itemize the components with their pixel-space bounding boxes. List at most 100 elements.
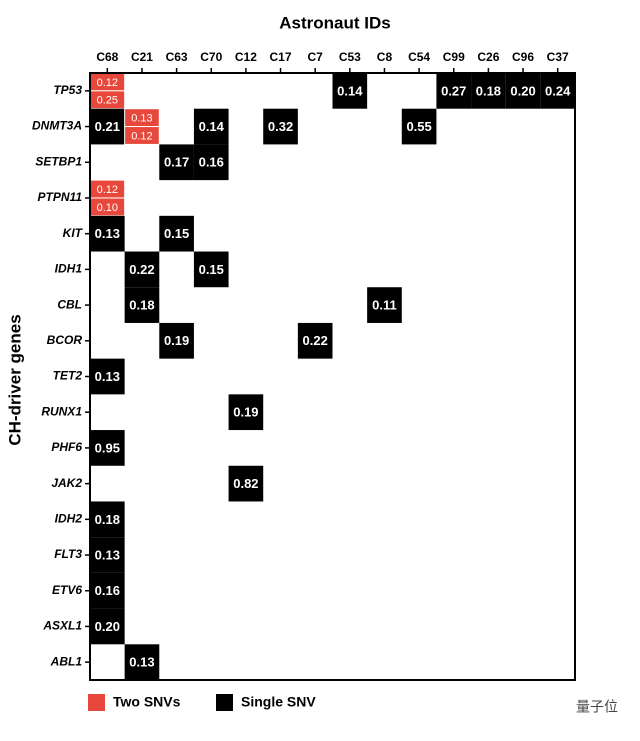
cell-single-snv: [90, 430, 125, 466]
watermark: 量子位: [576, 699, 618, 715]
x-tick-label: C7: [308, 50, 324, 64]
cell-label: 0.13: [131, 113, 152, 125]
cell-single-snv: [159, 215, 194, 252]
cell-single-snv: [124, 251, 160, 288]
x-tick-label: C63: [166, 50, 188, 64]
x-tick-label: C68: [96, 50, 118, 64]
cell-single-snv: [228, 465, 264, 502]
cell-label: 0.21: [95, 119, 120, 134]
cell-label: 0.22: [303, 333, 328, 348]
x-tick-label: C8: [377, 50, 393, 64]
cell-label: 0.20: [510, 83, 535, 98]
cell-label: 0.27: [441, 83, 466, 98]
chart-title: Astronaut IDs: [279, 13, 390, 32]
cell-two-snv: [124, 126, 160, 145]
y-tick-label: KIT: [63, 226, 84, 240]
cell-single-snv: [159, 144, 194, 181]
x-tick-label: C53: [339, 50, 361, 64]
cell-single-snv: [193, 144, 229, 181]
cell-label: 0.14: [199, 119, 225, 134]
cell-single-snv: [90, 108, 125, 145]
plot-border: [89, 72, 576, 681]
cell-single-snv: [401, 108, 437, 145]
cell-single-snv: [297, 322, 333, 359]
cell-label: 0.16: [95, 583, 120, 598]
cell-single-snv: [471, 73, 506, 109]
cell-label: 0.82: [233, 476, 258, 491]
cell-label: 0.18: [95, 512, 120, 527]
cell-single-snv: [90, 215, 125, 252]
cell-label: 0.20: [95, 619, 120, 634]
y-tick-label: TET2: [53, 369, 83, 383]
y-tick-label: TP53: [53, 83, 82, 97]
cell-single-snv: [367, 287, 402, 323]
cell-label: 0.12: [97, 184, 118, 196]
y-tick-label: PTPN11: [38, 190, 83, 204]
cell-label: 0.55: [406, 119, 431, 134]
legend-label: Single SNV: [241, 694, 316, 710]
cell-label: 0.11: [372, 298, 397, 313]
y-tick-label: CBL: [57, 297, 82, 311]
cell-label: 0.19: [164, 333, 189, 348]
cell-label: 0.13: [95, 547, 120, 562]
y-tick-label: ASXL1: [42, 619, 82, 633]
cell-label: 0.25: [97, 95, 118, 107]
y-tick-label: BCOR: [47, 333, 83, 347]
cell-label: 0.10: [97, 202, 118, 214]
cell-single-snv: [90, 537, 125, 573]
cell-label: 0.14: [337, 83, 363, 98]
cell-single-snv: [90, 608, 125, 645]
cell-label: 0.15: [199, 262, 224, 277]
cell-label: 0.16: [199, 155, 224, 170]
y-tick-label: IDH1: [55, 262, 83, 276]
y-tick-label: ABL1: [50, 654, 83, 668]
cell-label: 0.17: [164, 155, 189, 170]
cell-label: 0.24: [545, 83, 571, 98]
cell-label: 0.18: [129, 298, 154, 313]
cell-label: 0.12: [97, 77, 118, 89]
y-tick-label: PHF6: [51, 440, 82, 454]
cell-single-snv: [505, 73, 541, 109]
cell-single-snv: [228, 394, 264, 431]
y-tick-label: SETBP1: [35, 154, 82, 168]
cell-single-snv: [193, 251, 229, 288]
x-tick-label: C37: [547, 50, 569, 64]
x-tick-label: C70: [200, 50, 222, 64]
cell-label: 0.32: [268, 119, 293, 134]
y-tick-label: RUNX1: [41, 404, 82, 418]
cell-single-snv: [193, 108, 229, 145]
cell-single-snv: [90, 358, 125, 395]
cell-label: 0.19: [233, 405, 258, 420]
cell-label: 0.13: [95, 369, 120, 384]
x-tick-label: C99: [443, 50, 465, 64]
x-tick-label: C12: [235, 50, 257, 64]
x-tick-label: C54: [408, 50, 430, 64]
cell-single-snv: [436, 73, 472, 109]
legend-swatch: [88, 694, 105, 711]
y-tick-label: DNMT3A: [32, 119, 82, 133]
x-tick-label: C21: [131, 50, 153, 64]
cell-single-snv: [540, 73, 575, 109]
cell-single-snv: [90, 572, 125, 609]
y-tick-label: JAK2: [51, 476, 82, 490]
x-tick-label: C17: [270, 50, 292, 64]
cell-single-snv: [90, 501, 125, 538]
cell-single-snv: [124, 287, 160, 323]
y-tick-label: FLT3: [54, 547, 82, 561]
legend-label: Two SNVs: [113, 694, 181, 710]
cell-label: 0.15: [164, 226, 189, 241]
x-tick-label: C96: [512, 50, 534, 64]
cell-label: 0.13: [95, 226, 120, 241]
cell-label: 0.12: [131, 130, 152, 142]
cell-label: 0.22: [129, 262, 154, 277]
x-tick-label: C26: [477, 50, 499, 64]
y-tick-label: ETV6: [52, 583, 82, 597]
cell-single-snv: [124, 644, 160, 680]
cell-single-snv: [332, 73, 368, 109]
y-axis-label: CH-driver genes: [5, 314, 24, 445]
y-tick-label: IDH2: [55, 511, 83, 525]
legend-swatch: [216, 694, 233, 711]
cell-label: 0.95: [95, 440, 120, 455]
